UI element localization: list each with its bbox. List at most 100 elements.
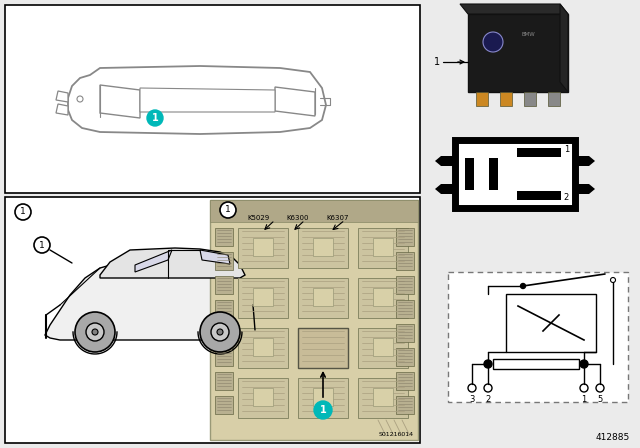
Bar [238,228,288,268]
Text: 1: 1 [434,57,440,67]
Circle shape [211,323,229,341]
Circle shape [92,329,98,335]
Bar [215,348,233,366]
Bar [396,276,414,294]
Bar [215,300,233,318]
Text: K5029: K5029 [247,215,269,221]
Bar [396,300,414,318]
Bar [506,294,596,352]
Text: 5: 5 [597,395,603,404]
Bar [358,228,408,268]
Bar [396,252,414,270]
Text: 1: 1 [152,113,158,123]
Polygon shape [435,156,441,166]
Circle shape [596,384,604,392]
Circle shape [484,384,492,392]
Polygon shape [560,4,568,92]
Text: 412885: 412885 [596,434,630,443]
Polygon shape [100,85,140,118]
Bar [358,278,408,318]
Text: 2: 2 [485,395,491,404]
Bar [396,396,414,414]
Text: 5: 5 [492,169,498,178]
Bar [524,92,536,106]
Circle shape [200,312,240,352]
Bar [373,388,393,406]
Polygon shape [441,156,455,166]
Polygon shape [435,184,441,194]
Polygon shape [200,250,230,264]
Bar [5,197,420,443]
Bar [253,338,273,356]
Bar [517,148,561,157]
Text: 1: 1 [39,241,45,250]
Text: K6307: K6307 [327,215,349,221]
Bar [548,92,560,106]
Circle shape [580,384,588,392]
Polygon shape [275,87,315,116]
Text: BMW: BMW [521,31,535,36]
Bar [215,252,233,270]
Polygon shape [56,104,68,115]
Circle shape [611,277,616,283]
Bar [215,396,233,414]
Polygon shape [460,4,568,14]
Bar [313,288,333,306]
Bar [396,324,414,342]
Bar [298,328,348,368]
Bar [298,328,348,368]
Bar [455,140,575,208]
Polygon shape [575,156,589,166]
Bar [396,228,414,246]
Bar [238,328,288,368]
Bar [238,278,288,318]
Bar [358,328,408,368]
Text: S01216014: S01216014 [379,431,414,436]
Circle shape [15,204,31,220]
Polygon shape [135,250,172,272]
Circle shape [520,284,525,289]
Text: 1: 1 [225,206,231,215]
Circle shape [220,202,236,218]
Bar [210,200,418,222]
Circle shape [75,312,115,352]
Polygon shape [589,184,595,194]
Bar [210,200,418,440]
Bar [489,158,498,190]
Polygon shape [45,250,255,340]
Circle shape [314,401,332,419]
Circle shape [580,360,588,368]
Bar [493,359,579,369]
Polygon shape [140,88,275,112]
Bar [396,348,414,366]
Bar [468,14,568,92]
Bar [476,92,488,106]
Bar [253,288,273,306]
Text: 1: 1 [20,207,26,216]
Circle shape [34,237,50,253]
Bar [358,378,408,418]
Polygon shape [100,248,245,278]
Bar [313,388,333,406]
Circle shape [86,323,104,341]
Circle shape [77,96,83,102]
Circle shape [484,360,492,368]
Circle shape [468,384,476,392]
Bar [298,378,348,418]
Text: 1: 1 [564,145,569,154]
Bar [238,378,288,418]
Polygon shape [589,156,595,166]
Bar [298,228,348,268]
Bar [5,5,420,193]
Bar [215,228,233,246]
Text: 1: 1 [581,395,587,404]
Polygon shape [56,91,68,102]
Bar [313,338,333,356]
Bar [500,92,512,106]
Bar [215,276,233,294]
Bar [253,238,273,256]
Text: 2: 2 [564,194,569,202]
Bar [396,372,414,390]
Circle shape [483,32,503,52]
Polygon shape [441,184,455,194]
